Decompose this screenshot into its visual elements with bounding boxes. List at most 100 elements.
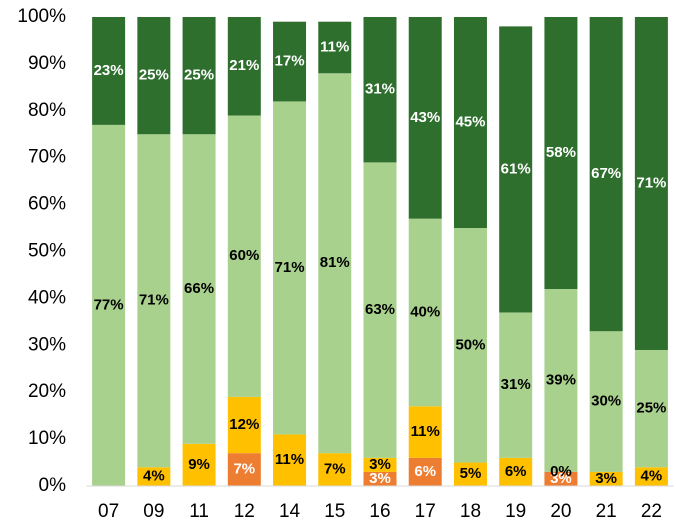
data-label: 60% — [229, 247, 259, 264]
data-label: 30% — [591, 393, 621, 410]
bar-segment — [544, 289, 578, 472]
data-label: 6% — [414, 463, 436, 480]
data-label: 4% — [143, 468, 165, 485]
bar-segment — [318, 73, 352, 454]
data-label: 25% — [636, 400, 666, 417]
x-tick-label: 07 — [98, 501, 119, 522]
data-label: 67% — [591, 165, 621, 182]
x-tick-label: 16 — [369, 501, 390, 522]
bar-segment — [634, 349, 668, 468]
data-label: 71% — [275, 259, 305, 276]
x-tick-label: 14 — [279, 501, 301, 522]
data-label: 43% — [410, 109, 440, 126]
data-label: 31% — [501, 376, 531, 393]
bar-segment — [92, 124, 126, 487]
bar-segment — [453, 17, 487, 229]
bar-segment — [227, 396, 261, 454]
y-tick-label: 60% — [28, 194, 66, 215]
bar-segment — [499, 312, 533, 458]
y-tick-label: 100% — [17, 6, 66, 27]
data-label: 6% — [505, 463, 527, 480]
y-tick-label: 40% — [28, 287, 66, 308]
bar-segment — [137, 467, 171, 486]
data-label: 66% — [184, 280, 214, 297]
bar-segment — [634, 467, 668, 486]
data-label: 11% — [320, 38, 349, 55]
x-tick-label: 21 — [596, 501, 617, 522]
data-label: 71% — [636, 174, 666, 191]
bar-segment — [408, 218, 442, 407]
bar-segment — [634, 17, 668, 350]
data-label: 9% — [188, 456, 210, 473]
y-tick-label: 50% — [28, 241, 66, 262]
bar-segment — [589, 17, 623, 332]
data-label: 17% — [275, 53, 305, 70]
data-label: 4% — [641, 468, 663, 485]
bar-segment — [453, 462, 487, 486]
y-tick-label: 20% — [28, 381, 66, 402]
bar-segment — [589, 471, 623, 486]
x-tick-label: 22 — [641, 501, 662, 522]
data-label: 61% — [501, 160, 531, 177]
y-tick-label: 90% — [28, 53, 66, 74]
x-tick-label: 20 — [550, 501, 571, 522]
y-tick-label: 0% — [39, 475, 67, 496]
bar-segment — [318, 21, 352, 74]
data-label: 3% — [369, 456, 391, 473]
data-label: 11% — [275, 451, 304, 468]
x-tick-label: 15 — [324, 501, 345, 522]
bar-segment — [408, 406, 442, 458]
bar-segment — [499, 457, 533, 486]
data-label: 7% — [233, 461, 255, 478]
data-label: 21% — [229, 57, 259, 74]
x-tick-label: 17 — [415, 501, 436, 522]
data-label: 0% — [550, 463, 572, 480]
x-tick-label: 09 — [143, 501, 164, 522]
data-label: 7% — [324, 461, 346, 478]
bar-segment — [363, 17, 397, 163]
y-tick-label: 30% — [28, 334, 66, 355]
bar-segment — [92, 17, 126, 125]
x-tick-label: 19 — [505, 501, 526, 522]
y-tick-label: 80% — [28, 100, 66, 121]
bar-segment — [273, 21, 307, 102]
data-label: 45% — [455, 113, 485, 130]
bar-segment — [544, 17, 578, 290]
bar-segment — [453, 228, 487, 463]
bar-segment — [499, 26, 533, 313]
data-label: 25% — [184, 67, 214, 84]
data-label: 3% — [369, 470, 391, 487]
bar-segment — [273, 434, 307, 486]
bar-segment — [137, 17, 171, 135]
data-label: 40% — [410, 303, 440, 320]
bar-segment — [544, 471, 578, 486]
data-label: 11% — [411, 423, 440, 440]
data-label: 3% — [550, 470, 572, 487]
data-label: 31% — [365, 81, 395, 98]
bar-segment — [227, 17, 261, 116]
data-label: 3% — [595, 470, 617, 487]
data-label: 77% — [94, 296, 124, 313]
bar-segment — [137, 134, 171, 468]
bar-segment — [182, 443, 216, 486]
data-label: 63% — [365, 301, 395, 318]
bar-segment — [273, 101, 307, 435]
data-label: 81% — [320, 254, 350, 271]
x-tick-label: 18 — [460, 501, 481, 522]
bar-segment — [363, 471, 397, 486]
data-label: 23% — [94, 62, 124, 79]
bar-segment — [227, 453, 261, 486]
data-label: 5% — [460, 465, 482, 482]
bar-segment — [318, 453, 352, 486]
bar-segment — [363, 457, 397, 472]
y-tick-label: 70% — [28, 147, 66, 168]
data-label: 39% — [546, 371, 576, 388]
bar-segment — [408, 457, 442, 486]
data-label: 71% — [139, 292, 169, 309]
bar-segment — [182, 134, 216, 444]
bar-segment — [363, 162, 397, 458]
data-label: 12% — [229, 416, 259, 433]
data-label: 25% — [139, 67, 169, 84]
data-label: 50% — [455, 336, 485, 353]
